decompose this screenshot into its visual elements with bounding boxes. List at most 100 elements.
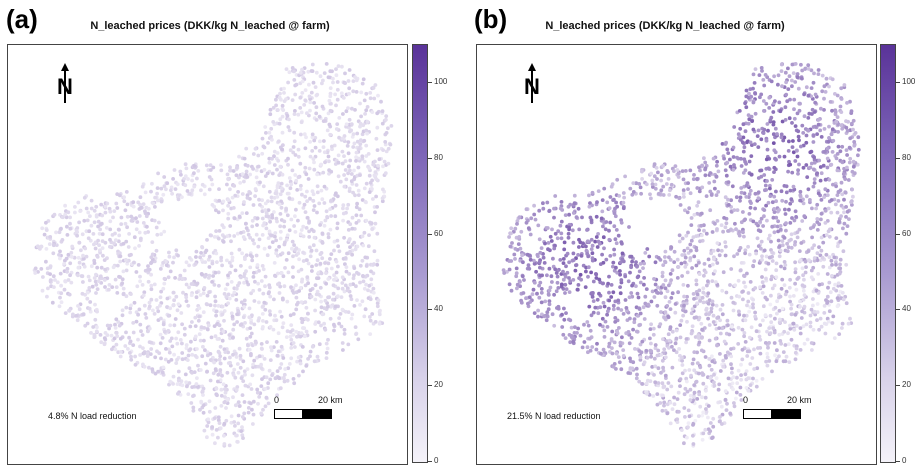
farm-point — [107, 206, 112, 211]
farm-point — [92, 220, 97, 225]
farm-point — [581, 241, 585, 246]
farm-point — [748, 362, 753, 366]
farm-point — [572, 193, 577, 198]
farm-point — [77, 307, 82, 312]
farm-point — [628, 186, 633, 191]
farm-point — [296, 175, 301, 180]
farm-point — [782, 236, 787, 240]
farm-point — [194, 382, 199, 386]
farm-point — [240, 425, 244, 430]
farm-point — [558, 223, 563, 228]
farm-point — [68, 261, 73, 266]
farm-point — [334, 73, 339, 78]
farm-point — [639, 191, 643, 196]
farm-point — [836, 190, 841, 195]
farm-point — [670, 329, 675, 334]
farm-point — [275, 253, 280, 258]
farm-point — [356, 337, 361, 342]
farm-point — [673, 164, 678, 168]
farm-point — [730, 184, 735, 189]
farm-point — [367, 190, 372, 195]
farm-point — [546, 241, 551, 245]
farm-point — [706, 316, 710, 321]
farm-point — [318, 261, 323, 266]
farm-point — [277, 173, 282, 178]
farm-point — [796, 86, 801, 91]
farm-point — [584, 269, 588, 274]
farm-point — [87, 286, 92, 290]
farm-point — [831, 286, 836, 291]
farm-point — [659, 173, 664, 178]
farm-point — [266, 208, 271, 213]
farm-point — [82, 256, 86, 261]
farm-point — [124, 330, 128, 335]
farm-point — [538, 265, 542, 270]
farm-point — [818, 253, 823, 258]
farm-point — [41, 275, 45, 279]
farm-point — [212, 416, 217, 420]
farm-point — [747, 159, 752, 164]
farm-point — [699, 223, 704, 228]
farm-point — [724, 290, 729, 295]
farm-point — [239, 264, 243, 268]
farm-point — [786, 149, 791, 153]
farm-point — [783, 343, 788, 347]
farm-point — [386, 146, 391, 151]
farm-point — [648, 327, 653, 331]
farm-point — [679, 318, 684, 323]
farm-point — [202, 286, 207, 290]
farm-point — [138, 279, 143, 284]
farm-point — [789, 232, 794, 237]
farm-point — [216, 415, 221, 420]
farm-point — [767, 233, 772, 238]
farm-point — [263, 201, 268, 206]
farm-point — [716, 169, 721, 174]
farm-point — [175, 182, 180, 187]
farm-point — [502, 271, 507, 275]
farm-point — [758, 285, 762, 289]
farm-point — [159, 199, 164, 204]
farm-point — [176, 197, 181, 202]
farm-point — [846, 119, 850, 124]
farm-point — [536, 223, 541, 228]
farm-point — [262, 221, 267, 226]
farm-point — [668, 400, 673, 405]
farm-point — [835, 115, 840, 119]
farm-point — [701, 431, 706, 436]
farm-point — [784, 190, 789, 195]
farm-point — [266, 401, 271, 406]
farm-point — [757, 334, 762, 339]
farm-point — [695, 350, 699, 355]
farm-point — [290, 168, 295, 173]
farm-point — [619, 278, 624, 282]
farm-point — [285, 233, 290, 238]
farm-point — [305, 216, 310, 220]
farm-point — [830, 263, 834, 267]
farm-point — [766, 345, 770, 350]
farm-point — [628, 270, 632, 275]
farm-point — [770, 369, 774, 374]
farm-point — [607, 341, 612, 346]
farm-point — [524, 220, 529, 225]
farm-point — [274, 248, 279, 253]
farm-point — [643, 294, 648, 299]
farm-point — [338, 179, 343, 184]
farm-point — [224, 294, 229, 299]
farm-point — [307, 94, 312, 99]
farm-point — [248, 382, 253, 387]
farm-point — [312, 204, 317, 208]
farm-point — [660, 381, 665, 386]
farm-point — [798, 258, 803, 262]
farm-point — [221, 199, 226, 204]
farm-point — [767, 326, 772, 330]
farm-point — [596, 232, 600, 236]
farm-point — [290, 289, 295, 293]
farm-point — [362, 286, 367, 291]
farm-point — [850, 187, 854, 192]
farm-point — [578, 272, 583, 277]
farm-point — [721, 270, 726, 275]
farm-point — [345, 288, 350, 293]
farm-point — [69, 250, 74, 255]
farm-point — [366, 244, 371, 249]
farm-point — [251, 167, 256, 171]
